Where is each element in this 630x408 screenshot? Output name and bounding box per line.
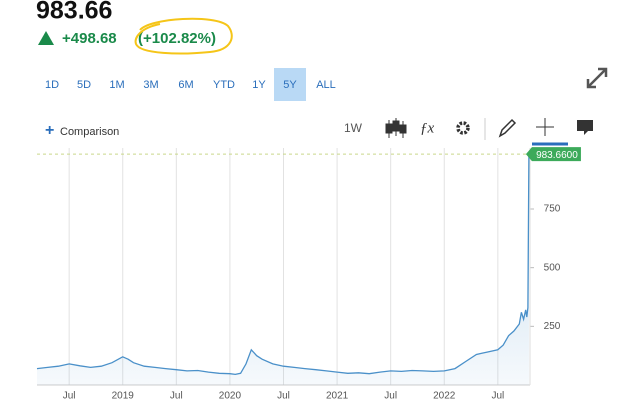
last-price-label: 983.6600 [536,150,578,161]
gear-icon[interactable] [456,121,470,135]
change: +498.68 [62,30,117,47]
x-tick-label: Jul [277,391,290,402]
x-tick-label: Jul [63,391,76,402]
range-button[interactable]: 5Y [283,79,297,91]
price-line [36,154,530,376]
range-button[interactable]: 1D [45,79,59,91]
area [37,154,529,385]
y-tick-label: 250 [544,321,561,332]
plus-icon[interactable]: + [45,122,54,139]
plot: Jul 2019 Jul 2020 Jul 2021 Jul 2022 Jul 250 500 750… [36,147,581,402]
up-arrow [38,31,54,45]
range-button[interactable]: 1Y [252,79,266,91]
price: 983.66 [36,0,112,25]
range-button[interactable]: YTD [213,79,235,91]
selected-range-bg [274,68,306,101]
x-tick-label: 2021 [326,391,349,402]
change-percent: (+102.82%) [138,30,216,47]
x-tick-label: 2020 [219,391,242,402]
candle-icon[interactable] [385,118,407,138]
interval-button[interactable]: 1W [344,121,363,135]
last-price-tag [525,147,581,162]
crosshair-icon[interactable] [536,118,554,136]
range-button[interactable]: 3M [143,79,158,91]
comparison-button[interactable]: Comparison [60,126,119,138]
range-buttons: 1D 5D 1M 3M 6M YTD 1Y 5Y ALL [45,79,336,91]
highlight-circle [134,17,233,55]
x-tick-label: Jul [491,391,504,402]
range-button[interactable]: 6M [178,79,193,91]
expand-icon[interactable] [586,67,608,89]
x-tick-label: 2022 [433,391,456,402]
range-button[interactable]: 5D [77,79,91,91]
y-tick-label: 750 [544,204,561,215]
x-tick-label: Jul [384,391,397,402]
range-button[interactable]: ALL [316,79,336,91]
pencil-icon[interactable] [498,118,517,138]
x-tick-label: Jul [170,391,183,402]
comment-icon[interactable] [577,120,593,135]
x-tick-label: 2019 [112,391,135,402]
range-button[interactable]: 1M [109,79,124,91]
y-tick-label: 500 [544,262,561,273]
fx-icon[interactable]: ƒx [420,120,435,136]
